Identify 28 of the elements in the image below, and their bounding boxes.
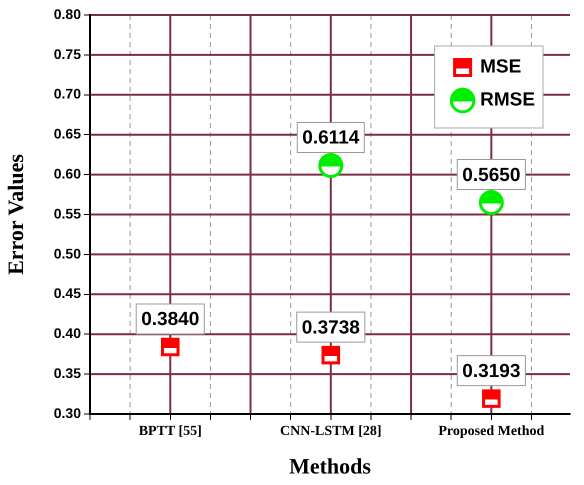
y-tick-label: 0.50 [54, 245, 82, 262]
x-tick-label: CNN-LSTM [28] [280, 424, 382, 440]
point [160, 338, 180, 356]
y-axis-title: Error Values [2, 154, 28, 275]
y-tick-label: 0.80 [54, 6, 82, 22]
point [318, 153, 344, 178]
data-label: 0.6114 [302, 128, 360, 149]
y-tick-label: 0.45 [54, 285, 82, 302]
data-label: 0.3193 [462, 360, 520, 382]
point [322, 346, 340, 364]
legend-label: MSE [480, 56, 522, 78]
data-label: 0.3840 [141, 309, 200, 330]
y-tick-label: 0.55 [54, 205, 82, 222]
data-label: 0.3738 [302, 317, 360, 338]
legend-label: RMSE [480, 90, 536, 111]
data-label: 0.5650 [462, 164, 520, 186]
y-tick-label: 0.35 [54, 364, 82, 381]
y-tick-label: 0.65 [54, 126, 82, 142]
y-tick-label: 0.60 [54, 165, 82, 182]
y-tick-label: 0.30 [54, 404, 82, 421]
x-tick-label: BPTT [55] [138, 424, 202, 440]
x-tick-label: Proposed Method [438, 424, 544, 440]
y-tick-label: 0.75 [54, 46, 82, 62]
point [478, 190, 504, 216]
point [482, 389, 501, 408]
x-axis-title: Methods [289, 453, 372, 478]
y-tick-label: 0.70 [54, 86, 82, 102]
y-tick-label: 0.40 [54, 325, 82, 342]
